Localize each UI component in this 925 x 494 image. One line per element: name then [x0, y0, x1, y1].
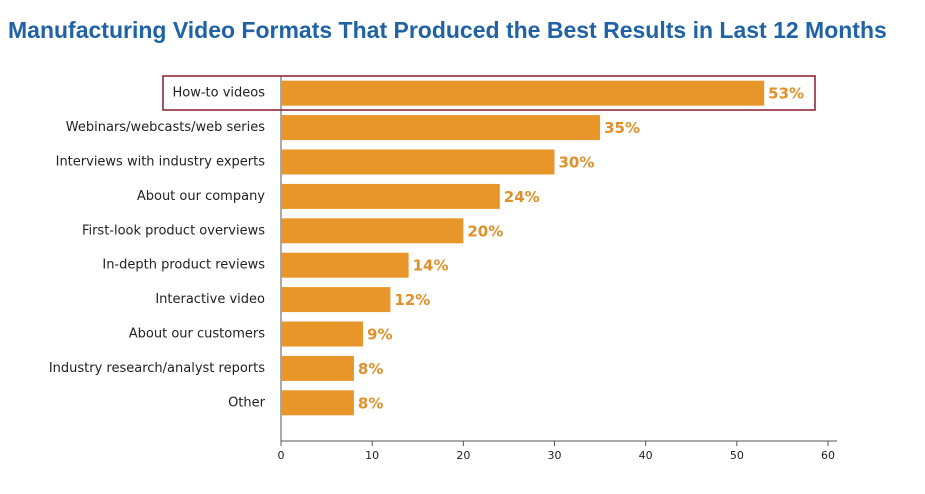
x-tick-label: 30: [548, 449, 562, 462]
value-label: 12%: [394, 291, 430, 309]
bar: [281, 321, 364, 347]
y-tick-label: Industry research/analyst reports: [49, 361, 265, 376]
x-tick-label: 60: [821, 449, 835, 462]
value-label: 9%: [367, 326, 392, 344]
y-tick-label: In-depth product reviews: [102, 258, 265, 273]
y-tick-label: About our company: [137, 189, 265, 204]
chart-title: Manufacturing Video Formats That Produce…: [8, 17, 887, 43]
highlight-box: [162, 75, 816, 111]
value-label: 53%: [768, 85, 804, 103]
y-tick-label: About our customers: [129, 327, 265, 342]
y-tick-label: Webinars/webcasts/web series: [66, 120, 265, 135]
y-tick-label: Interactive video: [155, 292, 265, 307]
bar: [281, 355, 354, 381]
bar: [281, 218, 464, 244]
value-label: 24%: [504, 188, 540, 206]
bar: [281, 252, 409, 278]
x-tick-label: 50: [730, 449, 744, 462]
bar: [281, 80, 765, 106]
bar: [281, 390, 354, 416]
value-label: 14%: [413, 257, 449, 275]
value-label: 8%: [358, 394, 383, 412]
y-tick-label: First-look product overviews: [82, 223, 265, 238]
x-tick-label: 10: [365, 449, 379, 462]
x-tick-label: 0: [278, 449, 285, 462]
value-label: 30%: [559, 154, 595, 172]
bar: [281, 149, 555, 175]
value-label: 35%: [604, 119, 640, 137]
y-tick-label: How-to videos: [172, 86, 265, 101]
value-label: 20%: [467, 222, 503, 240]
y-tick-label: Other: [228, 395, 266, 410]
bar: [281, 115, 601, 141]
x-tick-label: 40: [639, 449, 653, 462]
bar: [281, 287, 391, 313]
bar: [281, 183, 500, 209]
x-tick-label: 20: [456, 449, 470, 462]
value-label: 8%: [358, 360, 383, 378]
y-tick-label: Interviews with industry experts: [56, 155, 266, 170]
